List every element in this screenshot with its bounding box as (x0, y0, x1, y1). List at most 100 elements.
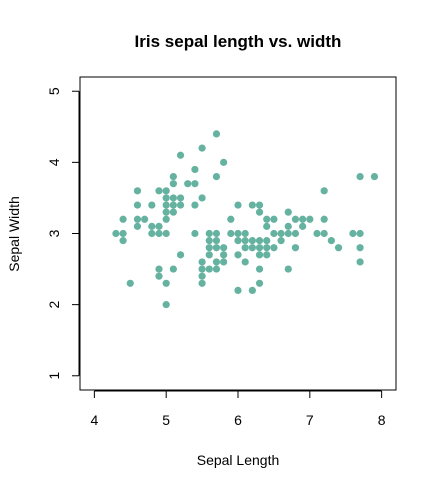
data-point (141, 215, 149, 223)
x-tick-label: 4 (90, 412, 98, 428)
data-point (169, 265, 177, 273)
data-point (277, 229, 285, 238)
data-point (198, 194, 206, 202)
data-point (327, 237, 335, 245)
data-point (248, 244, 256, 252)
data-point (155, 229, 163, 238)
data-point (234, 237, 242, 245)
data-point (299, 215, 307, 223)
data-point (162, 301, 170, 309)
data-point (176, 251, 185, 259)
data-point (205, 244, 213, 252)
data-point (263, 251, 271, 259)
data-point (255, 279, 264, 287)
data-point (198, 144, 206, 152)
data-point (169, 194, 177, 202)
data-point (220, 158, 228, 166)
data-point (356, 258, 364, 266)
data-point (148, 222, 156, 230)
data-point (241, 229, 249, 238)
data-point (299, 222, 307, 230)
data-point (162, 194, 170, 202)
data-point (176, 194, 185, 202)
data-point (191, 180, 199, 188)
data-point (234, 201, 242, 209)
data-point (198, 279, 206, 287)
data-point (133, 201, 142, 209)
data-point (176, 201, 185, 209)
data-point (291, 215, 300, 223)
data-point (234, 251, 242, 259)
y-axis: 1 2 3 4 5 (46, 87, 80, 380)
y-tick-label: 2 (46, 301, 62, 309)
data-point (155, 272, 163, 280)
data-point (148, 229, 156, 238)
x-axis: 4 5 6 7 8 (90, 390, 386, 428)
data-point (162, 208, 170, 216)
data-point (263, 244, 271, 252)
data-point (148, 201, 156, 209)
data-point (291, 244, 300, 252)
data-point (356, 229, 364, 238)
x-tick-label: 7 (306, 412, 314, 428)
data-point (212, 244, 221, 252)
data-point (119, 237, 127, 245)
data-point (270, 229, 278, 238)
data-point (313, 229, 321, 238)
data-point (263, 237, 271, 245)
data-point (205, 229, 213, 238)
data-point (227, 215, 235, 223)
data-point (234, 229, 242, 238)
data-point (248, 237, 256, 245)
data-point (255, 251, 264, 259)
data-point (176, 151, 185, 159)
data-point (284, 229, 292, 238)
x-tick-label: 5 (162, 412, 170, 428)
data-point (212, 237, 221, 245)
data-point (241, 258, 249, 266)
data-point (284, 208, 292, 216)
data-point (126, 279, 134, 287)
data-point (155, 265, 163, 273)
x-tick-label: 6 (234, 412, 242, 428)
data-point (227, 229, 235, 238)
data-point (205, 237, 213, 245)
data-point (220, 251, 228, 259)
data-point (133, 187, 142, 195)
data-point (119, 215, 127, 223)
data-point (263, 222, 271, 230)
data-point (255, 208, 264, 216)
data-point (284, 265, 292, 273)
data-point (212, 172, 221, 181)
data-point (370, 172, 379, 181)
data-point (191, 201, 199, 209)
data-point (162, 279, 170, 287)
data-point (198, 258, 206, 266)
data-point (169, 201, 177, 209)
data-point (198, 265, 206, 273)
data-point (320, 215, 328, 223)
data-point (255, 237, 264, 245)
data-point (169, 180, 177, 188)
data-point (284, 222, 292, 230)
data-point (270, 215, 278, 223)
data-point (155, 187, 163, 195)
data-point (320, 187, 328, 195)
data-point (212, 265, 221, 273)
data-point (191, 165, 199, 174)
y-axis-label: Sepal Width (6, 196, 22, 271)
data-point (162, 229, 170, 238)
data-point (119, 229, 127, 238)
data-points (112, 130, 379, 309)
data-point (241, 244, 249, 252)
data-point (184, 180, 192, 188)
data-point (169, 172, 177, 181)
chart-title: Iris sepal length vs. width (135, 32, 342, 51)
data-point (306, 215, 314, 223)
x-tick-label: 8 (378, 412, 386, 428)
data-point (205, 265, 213, 273)
data-point (220, 258, 228, 266)
data-point (212, 229, 221, 238)
data-point (270, 244, 278, 252)
data-point (356, 172, 364, 181)
